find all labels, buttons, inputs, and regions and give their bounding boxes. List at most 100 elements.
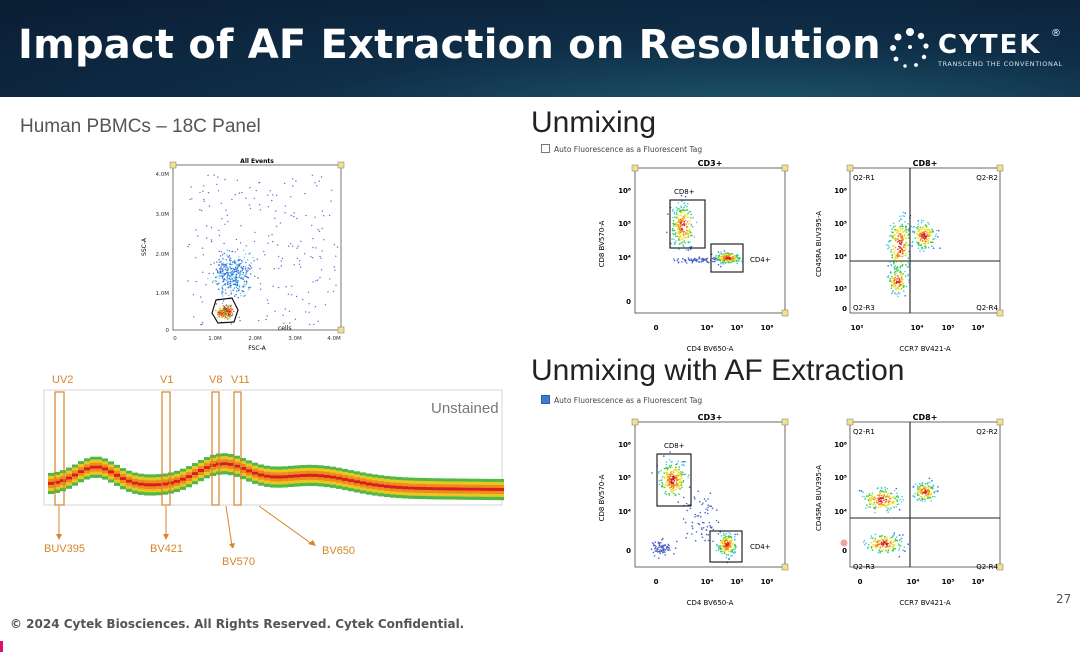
spectrum-cell <box>102 470 108 474</box>
event-dot <box>232 283 235 286</box>
spectrum-cell <box>324 480 330 485</box>
event-dot <box>244 285 246 287</box>
spectrum-cell <box>432 487 438 491</box>
event-dot <box>734 548 736 551</box>
checkbox-unchecked[interactable] <box>541 144 550 153</box>
event-dot <box>658 546 660 549</box>
event-dot <box>707 498 709 500</box>
event-dot <box>245 245 247 247</box>
event-dot <box>722 534 725 536</box>
gate-handle[interactable] <box>840 539 848 547</box>
spectrum-cell <box>192 481 198 485</box>
spectrum-cell <box>48 475 54 480</box>
corner-handle[interactable] <box>781 418 789 426</box>
event-dot <box>920 498 923 501</box>
event-dot <box>218 229 220 232</box>
laser-marker-v1[interactable] <box>161 391 171 506</box>
corner-handle[interactable] <box>846 164 854 172</box>
event-dot <box>905 241 908 244</box>
spectrum-cell <box>276 469 282 473</box>
event-dot <box>887 511 889 513</box>
event-dot <box>884 486 887 489</box>
spectrum-cell <box>72 482 78 486</box>
corner-handle[interactable] <box>337 161 345 169</box>
corner-handle[interactable] <box>996 309 1004 317</box>
event-dot <box>893 268 896 271</box>
event-dot <box>315 247 317 249</box>
event-dot <box>317 320 319 322</box>
event-dot <box>901 223 904 226</box>
corner-handle[interactable] <box>631 164 639 172</box>
cd8-gate[interactable] <box>669 199 706 249</box>
event-dot <box>888 500 891 503</box>
event-dot <box>712 540 714 543</box>
cd4-gate[interactable] <box>709 530 743 563</box>
spectrum-cell <box>60 488 66 492</box>
event-dot <box>681 217 684 220</box>
corner-handle[interactable] <box>781 309 789 317</box>
corner-handle[interactable] <box>781 563 789 571</box>
event-dot <box>272 240 274 243</box>
laser-marker-uv2[interactable] <box>54 391 65 506</box>
event-dot <box>927 485 930 487</box>
spectrum-cell <box>396 485 402 490</box>
corner-handle[interactable] <box>631 418 639 426</box>
x-tick: 0 <box>654 578 659 586</box>
corner-handle[interactable] <box>169 161 177 169</box>
event-dot <box>903 254 905 257</box>
quadrant-label: Q2-R3 <box>853 304 875 312</box>
af-checkbox-unmixing[interactable]: Auto Fluorescence as a Fluorescent Tag <box>541 144 702 154</box>
cd4-gate[interactable] <box>710 243 744 273</box>
event-dot <box>922 236 924 239</box>
event-dot <box>238 284 241 287</box>
corner-handle[interactable] <box>996 418 1004 426</box>
event-dot <box>669 451 671 453</box>
corner-handle[interactable] <box>996 563 1004 571</box>
event-dot <box>217 271 219 274</box>
corner-handle[interactable] <box>996 164 1004 172</box>
event-dot <box>239 293 242 295</box>
spectrum-cell <box>330 481 336 485</box>
event-dot <box>895 288 897 291</box>
checkbox-checked[interactable] <box>541 395 550 404</box>
event-dot <box>694 513 697 516</box>
event-dot <box>894 273 896 275</box>
spectrum-cell <box>402 495 408 499</box>
event-dot <box>673 492 675 495</box>
spectrum-cell <box>330 466 336 470</box>
event-dot <box>880 497 883 500</box>
laser-marker-v8[interactable] <box>211 391 220 506</box>
event-dot <box>218 250 220 252</box>
spectrum-cell <box>54 480 60 484</box>
event-dot <box>919 235 921 238</box>
event-dot <box>702 527 705 529</box>
cd8-gate[interactable] <box>656 453 692 507</box>
y-tick: 10⁴ <box>618 508 631 516</box>
event-dot <box>733 255 736 257</box>
spectrum-cell <box>48 472 54 477</box>
spectrum-cell <box>342 480 348 485</box>
event-dot <box>215 280 217 282</box>
event-dot <box>721 253 723 255</box>
event-dot <box>881 550 883 553</box>
spectrum-cell <box>180 477 186 481</box>
corner-handle[interactable] <box>781 164 789 172</box>
event-dot <box>918 233 921 235</box>
event-dot <box>894 256 896 258</box>
spectrum-cell <box>138 491 144 495</box>
event-dot <box>891 254 894 256</box>
corner-handle[interactable] <box>337 326 345 334</box>
event-dot <box>690 217 692 219</box>
event-dot <box>307 291 310 293</box>
event-dot <box>680 242 682 244</box>
spectrum-cell <box>390 482 396 486</box>
corner-handle[interactable] <box>846 418 854 426</box>
cells-gate[interactable] <box>211 297 239 324</box>
spectrum-cell <box>60 470 66 474</box>
af-checkbox-unmixing-af[interactable]: Auto Fluorescence as a Fluorescent Tag <box>541 395 702 405</box>
laser-marker-v11[interactable] <box>233 391 242 506</box>
event-dot <box>671 238 673 240</box>
event-dot <box>704 511 706 514</box>
event-dot <box>885 545 888 548</box>
spectrum-cell <box>240 458 246 462</box>
